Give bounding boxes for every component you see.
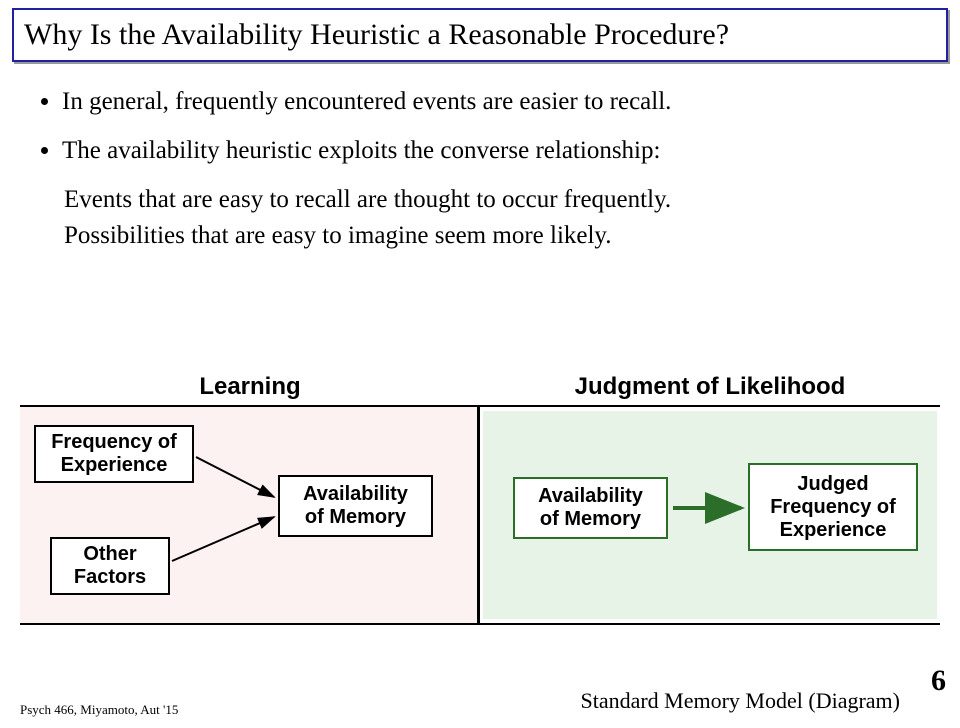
panel-learning: Frequency ofExperience OtherFactors Avai… xyxy=(20,407,480,623)
page-number: 6 xyxy=(931,664,946,698)
slide-title: Why Is the Availability Heuristic a Reas… xyxy=(24,18,936,52)
bullet-list: In general, frequently encountered event… xyxy=(40,84,920,168)
follow-text-block: Events that are easy to recall are thoug… xyxy=(64,182,920,255)
arrows-right xyxy=(483,411,937,619)
footer-course: Psych 466, Miyamoto, Aut '15 xyxy=(20,702,178,718)
slide-title-bar: Why Is the Availability Heuristic a Reas… xyxy=(12,8,948,62)
heading-judgment: Judgment of Likelihood xyxy=(480,373,940,401)
panel-judgment: Availabilityof Memory JudgedFrequency of… xyxy=(483,411,937,619)
heading-learning: Learning xyxy=(20,373,480,401)
arrows-left xyxy=(20,407,480,623)
diagram: Learning Judgment of Likelihood Frequenc… xyxy=(20,373,940,625)
follow-line: Possibilities that are easy to imagine s… xyxy=(64,218,920,254)
diagram-headings: Learning Judgment of Likelihood xyxy=(20,373,940,401)
follow-line: Events that are easy to recall are thoug… xyxy=(64,182,920,218)
bullet-item: The availability heuristic exploits the … xyxy=(62,133,920,168)
bullet-item: In general, frequently encountered event… xyxy=(62,84,920,119)
diagram-panels: Frequency ofExperience OtherFactors Avai… xyxy=(20,405,940,625)
footer-caption: Standard Memory Model (Diagram) xyxy=(580,688,900,714)
